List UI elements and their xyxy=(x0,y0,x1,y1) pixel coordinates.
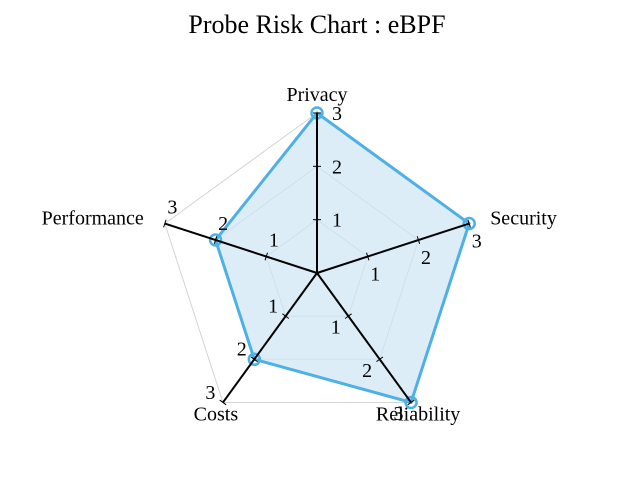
axis-line-performance xyxy=(164,222,318,274)
tick-label: 2 xyxy=(421,247,431,269)
axis-line-reliability xyxy=(316,272,412,404)
axis-label-privacy: Privacy xyxy=(286,84,347,106)
axis-tick xyxy=(416,236,421,244)
series-layer xyxy=(208,106,476,410)
axis-tick xyxy=(366,252,370,261)
axis-tick xyxy=(264,252,268,261)
labels: 123123123123123PrivacySecurityReliabilit… xyxy=(42,84,557,426)
tick-label: 3 xyxy=(472,231,482,253)
data-point-costs xyxy=(247,352,262,367)
axis-tick xyxy=(163,219,167,228)
tick-label: 2 xyxy=(332,156,342,178)
axis-tick xyxy=(250,356,258,363)
tick-label: 1 xyxy=(331,317,341,339)
axis-tick xyxy=(467,219,471,228)
axis-tick xyxy=(219,399,227,406)
axis-line-costs xyxy=(222,272,318,404)
axis-label-costs: Costs xyxy=(194,404,239,426)
axis-tick xyxy=(344,313,352,319)
axis-tick xyxy=(376,356,384,363)
tick-label: 3 xyxy=(332,103,342,125)
axes xyxy=(163,112,471,406)
data-point-reliability xyxy=(404,395,418,410)
axis-tick xyxy=(407,399,415,406)
tick-label: 3 xyxy=(393,403,403,425)
axis-label-reliability: Reliability xyxy=(376,404,460,426)
tick-label: 3 xyxy=(205,382,215,404)
axis-tick xyxy=(213,236,218,244)
series-area xyxy=(214,111,471,404)
tick-label: 2 xyxy=(218,213,228,235)
tick-label: 2 xyxy=(237,339,247,361)
axis-tick xyxy=(282,313,290,319)
axis-label-security: Security xyxy=(490,207,557,229)
tick-label: 1 xyxy=(269,229,279,251)
data-point-security xyxy=(462,216,476,231)
tick-label: 2 xyxy=(362,360,372,382)
tick-label: 1 xyxy=(332,210,342,232)
axis-line-security xyxy=(316,222,470,274)
axis-label-performance: Performance xyxy=(42,207,144,229)
data-point-performance xyxy=(208,233,223,247)
chart-title: Probe Risk Chart : eBPF xyxy=(188,10,445,39)
tick-label: 1 xyxy=(268,296,278,318)
tick-label: 1 xyxy=(370,264,380,286)
tick-label: 3 xyxy=(167,196,177,218)
